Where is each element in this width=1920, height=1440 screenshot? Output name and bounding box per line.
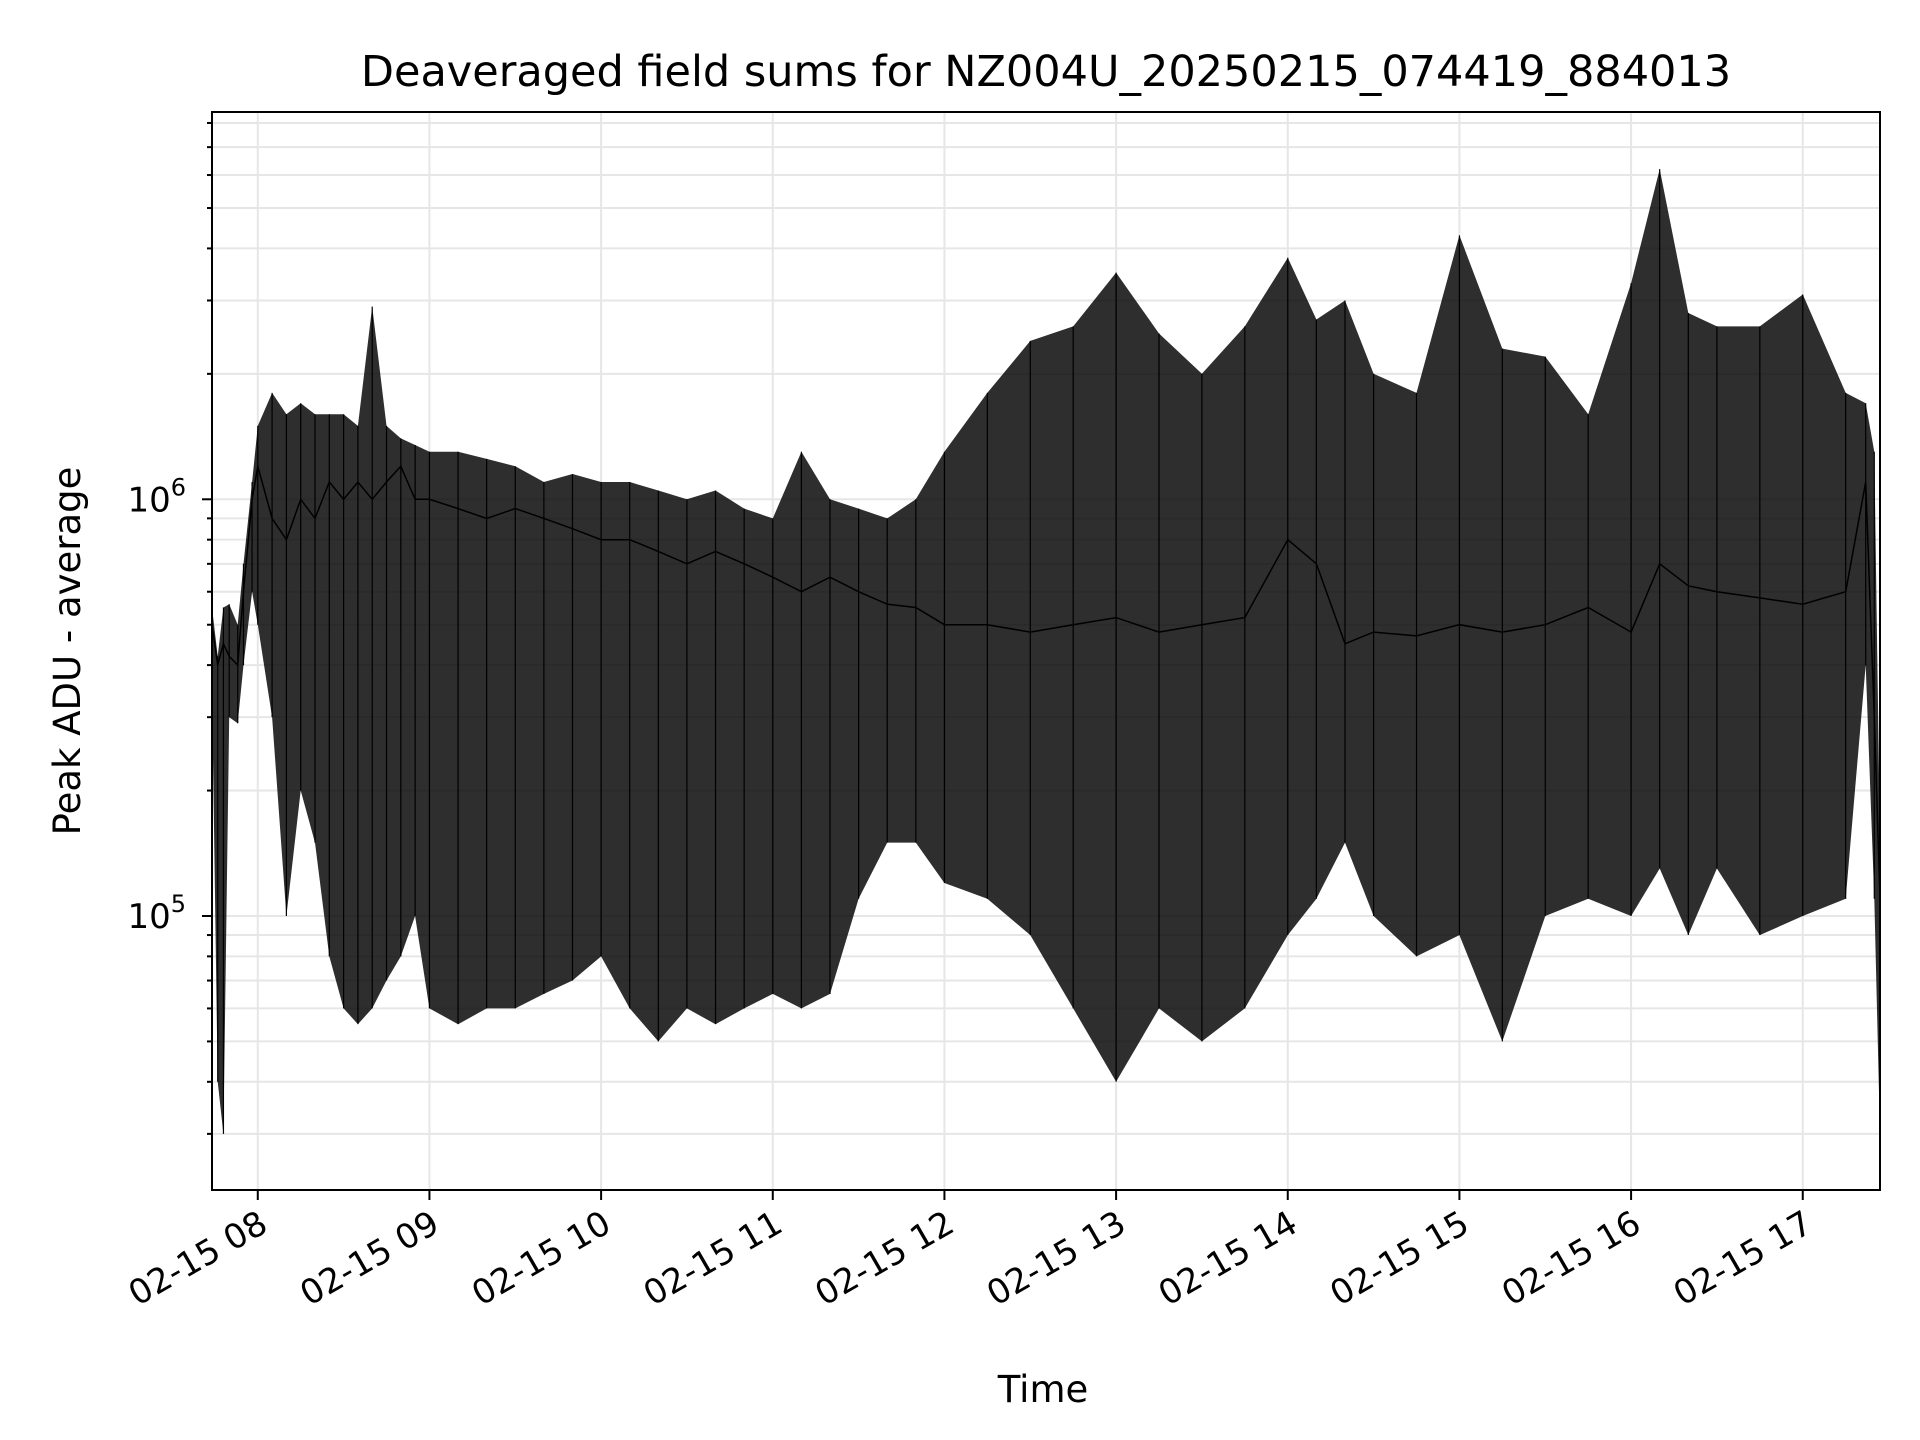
- series-group: [212, 169, 1880, 1134]
- x-axis-label: Time: [997, 1368, 1089, 1411]
- y-tick-base: 10: [127, 897, 170, 937]
- x-tick-label: 02-15 09: [294, 1203, 446, 1314]
- x-tick-label: 02-15 16: [1495, 1203, 1647, 1314]
- series-envelope: [212, 169, 1880, 1134]
- x-tick-label: 02-15 17: [1667, 1203, 1819, 1314]
- x-tick-label: 02-15 15: [1324, 1203, 1476, 1314]
- x-tick-label: 02-15 10: [465, 1203, 617, 1314]
- x-axis-ticks: 02-15 08 02-15 09 02-15 10 02-15 11 02-15 12…: [122, 1190, 1819, 1314]
- y-tick-label: 105: [127, 890, 186, 937]
- series-layer: [212, 169, 1880, 1134]
- series-line: [212, 464, 1880, 899]
- x-tick-label: 02-15 12: [809, 1203, 961, 1314]
- y-tick-exponent: 6: [171, 473, 186, 501]
- y-tick-base: 10: [127, 480, 170, 520]
- y-tick-label: 106: [127, 473, 186, 520]
- y-axis-label: Peak ADU - average: [46, 467, 89, 836]
- x-tick-label: 02-15 13: [980, 1203, 1132, 1314]
- y-tick-exponent: 5: [171, 890, 186, 918]
- x-tick-label: 02-15 08: [122, 1203, 274, 1314]
- x-tick-label: 02-15 11: [637, 1203, 789, 1314]
- x-tick-label: 02-15 14: [1152, 1203, 1304, 1314]
- plot-area-frame: [211, 111, 1881, 1191]
- chart-title: Deaveraged field sums for NZ004U_2025021…: [361, 47, 1731, 97]
